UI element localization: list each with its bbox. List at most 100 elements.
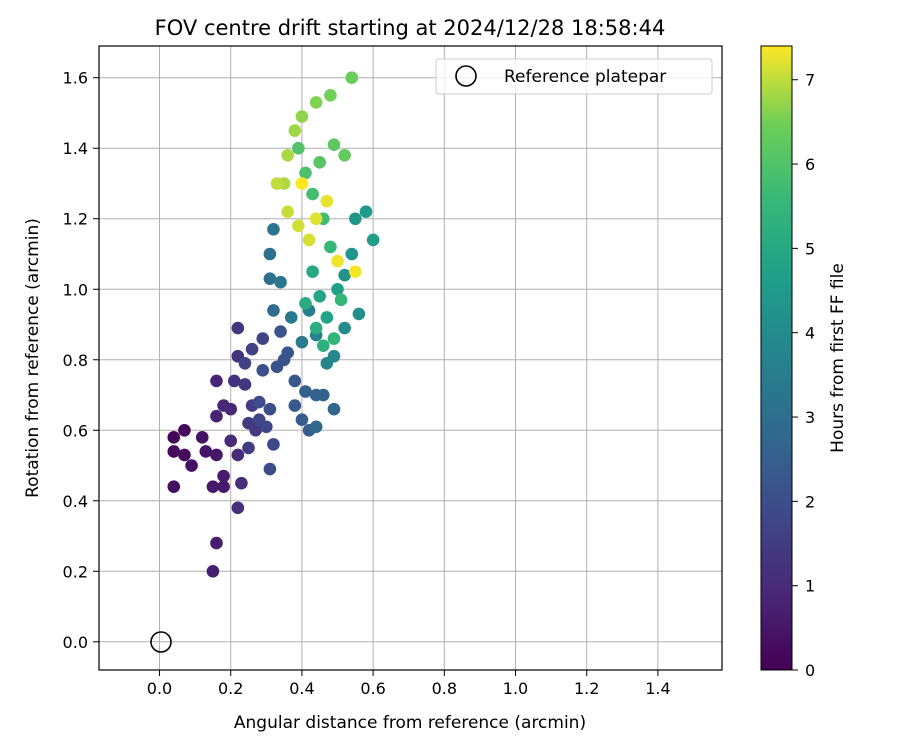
data-point bbox=[334, 293, 348, 307]
y-tick-label: 0.8 bbox=[63, 351, 88, 370]
colorbar-tick-label: 6 bbox=[805, 155, 815, 174]
data-point bbox=[231, 501, 245, 515]
data-point bbox=[306, 265, 319, 278]
data-point bbox=[263, 402, 277, 416]
data-point bbox=[267, 438, 280, 451]
data-point bbox=[299, 297, 312, 310]
data-point bbox=[167, 445, 181, 458]
data-point bbox=[331, 254, 344, 268]
data-point bbox=[338, 268, 351, 282]
x-tick-label: 1.0 bbox=[503, 679, 528, 698]
y-tick-label: 0.6 bbox=[63, 421, 88, 440]
data-point bbox=[366, 233, 380, 247]
data-point bbox=[256, 332, 270, 345]
data-point bbox=[327, 349, 341, 363]
data-point bbox=[238, 356, 252, 370]
colorbar-tick-label: 5 bbox=[805, 239, 815, 258]
data-point bbox=[210, 374, 223, 388]
data-point bbox=[359, 205, 373, 218]
x-tick-label: 0.8 bbox=[432, 679, 457, 698]
data-point bbox=[274, 275, 287, 289]
x-tick-label: 0.4 bbox=[289, 679, 314, 698]
data-point bbox=[238, 378, 252, 391]
reference-marker bbox=[150, 631, 172, 653]
data-point bbox=[324, 240, 337, 254]
data-point bbox=[320, 311, 334, 324]
data-point bbox=[295, 177, 309, 190]
data-point bbox=[299, 385, 312, 398]
data-point bbox=[256, 364, 270, 377]
x-axis-label: Angular distance from reference (arcmin) bbox=[234, 713, 586, 733]
data-point bbox=[274, 325, 287, 338]
y-tick-label: 0.0 bbox=[63, 633, 88, 652]
data-point bbox=[267, 304, 280, 317]
colorbar-ticks: 0 1 2 3 4 5 6 7 bbox=[792, 71, 815, 680]
colorbar-label: Hours from first FF file bbox=[828, 263, 848, 453]
x-tick-label: 0.6 bbox=[360, 679, 385, 698]
data-point bbox=[263, 247, 277, 261]
data-point bbox=[292, 141, 305, 155]
data-point bbox=[263, 462, 277, 476]
y-axis-ticks: 0.0 0.2 0.4 0.6 0.8 1.0 1.2 1.4 1.6 bbox=[63, 69, 99, 652]
colorbar bbox=[760, 45, 793, 671]
data-point bbox=[327, 332, 341, 345]
data-point bbox=[295, 413, 309, 426]
grid bbox=[99, 46, 722, 670]
data-point bbox=[309, 321, 323, 335]
y-tick-label: 0.2 bbox=[63, 562, 88, 581]
data-point bbox=[299, 166, 312, 180]
data-point bbox=[292, 219, 305, 233]
data-point bbox=[349, 212, 362, 226]
data-point bbox=[338, 148, 351, 162]
data-point bbox=[281, 205, 294, 218]
data-point bbox=[288, 399, 302, 412]
data-point bbox=[210, 409, 223, 423]
data-point bbox=[217, 480, 230, 493]
chart-title: FOV centre drift starting at 2024/12/28 … bbox=[155, 16, 666, 40]
data-point bbox=[224, 434, 238, 448]
data-point bbox=[327, 402, 341, 416]
data-point bbox=[320, 194, 334, 208]
data-point bbox=[263, 272, 277, 285]
plot-frame bbox=[98, 45, 723, 671]
x-tick-label: 1.2 bbox=[574, 679, 599, 698]
data-point bbox=[352, 307, 366, 321]
data-point bbox=[309, 96, 323, 109]
colorbar-tick-label: 2 bbox=[805, 492, 815, 511]
data-point bbox=[309, 420, 323, 434]
x-tick-label: 0.0 bbox=[147, 679, 172, 698]
colorbar-tick-label: 1 bbox=[805, 577, 815, 596]
data-point bbox=[288, 124, 302, 137]
colorbar-tick-label: 0 bbox=[805, 661, 815, 680]
data-point bbox=[235, 476, 248, 490]
data-point bbox=[295, 110, 309, 123]
data-point bbox=[210, 536, 223, 550]
data-point bbox=[217, 469, 230, 483]
data-point bbox=[260, 420, 273, 434]
data-point bbox=[206, 564, 220, 578]
data-point bbox=[231, 448, 245, 462]
data-point bbox=[199, 445, 213, 458]
data-point bbox=[178, 423, 191, 437]
y-tick-label: 0.4 bbox=[63, 492, 88, 511]
data-point bbox=[295, 335, 309, 349]
data-point bbox=[245, 342, 259, 356]
y-tick-label: 1.0 bbox=[63, 280, 88, 299]
legend-label: Reference platepar bbox=[504, 67, 666, 87]
legend-box bbox=[435, 58, 713, 95]
data-point bbox=[185, 459, 198, 472]
scatter-points bbox=[167, 71, 380, 578]
x-tick-label: 0.2 bbox=[218, 679, 243, 698]
data-point bbox=[252, 395, 266, 409]
data-point bbox=[281, 346, 294, 360]
data-point bbox=[331, 282, 344, 296]
data-point bbox=[195, 431, 209, 444]
data-point bbox=[178, 448, 191, 462]
data-point bbox=[316, 339, 330, 352]
x-axis-ticks: 0.0 0.2 0.4 0.6 0.8 1.0 1.2 1.4 bbox=[147, 670, 671, 698]
data-point bbox=[306, 187, 319, 201]
data-point bbox=[206, 480, 220, 493]
legend: Reference platepar bbox=[435, 58, 713, 95]
y-axis-label: Rotation from reference (arcmin) bbox=[23, 218, 43, 498]
